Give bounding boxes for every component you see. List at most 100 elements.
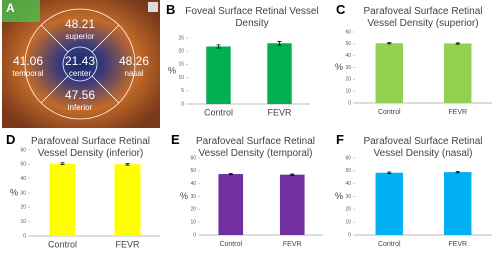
error-bar bbox=[387, 42, 392, 45]
chart: 0 10 20 30 40 50 60% Control FEVR bbox=[335, 155, 492, 248]
region-label: temporal bbox=[12, 69, 43, 78]
region-label: center bbox=[69, 69, 92, 78]
y-tick-label: 20 bbox=[178, 49, 184, 55]
error-bar bbox=[277, 41, 282, 46]
chart-panel: B Foveal Surface Retinal Vessel Density 0 5… bbox=[160, 0, 328, 130]
bar bbox=[218, 174, 244, 235]
y-tick-label: 0 bbox=[181, 101, 184, 107]
error-bar bbox=[216, 44, 221, 49]
bar bbox=[114, 164, 141, 236]
chart-panel: D Parafoveal Surface Retinal Vessel Densi… bbox=[0, 130, 165, 259]
y-tick-label: 40 bbox=[20, 176, 26, 182]
bar bbox=[444, 172, 472, 235]
y-tick-label: 20 bbox=[20, 205, 26, 211]
panel-letter: A bbox=[6, 1, 15, 15]
chart: 0 5 10 15 20 25% Control FEVR bbox=[168, 35, 310, 117]
panel-letter: D bbox=[6, 132, 16, 147]
y-tick-label: 50 bbox=[345, 41, 351, 47]
y-tick-label: 30 bbox=[345, 194, 351, 200]
y-tick-label: 50 bbox=[20, 162, 26, 168]
x-tick-label: FEVR bbox=[448, 241, 467, 248]
bar bbox=[279, 174, 305, 235]
y-tick-label: 10 bbox=[20, 219, 26, 225]
chart-panel: C Parafoveal Surface Retinal Vessel Densi… bbox=[330, 0, 500, 130]
x-tick-label: Control bbox=[378, 109, 401, 116]
y-tick-label: 40 bbox=[345, 53, 351, 59]
x-tick-label: Control bbox=[48, 239, 77, 249]
outer-ring bbox=[24, 8, 136, 120]
y-tick-label: 20 bbox=[345, 77, 351, 83]
x-tick-label: Control bbox=[378, 241, 401, 248]
y-tick-label: 30 bbox=[345, 65, 351, 71]
error-bar bbox=[290, 173, 295, 176]
x-tick-label: Control bbox=[219, 241, 242, 248]
region-label: nasal bbox=[124, 69, 143, 78]
region-label: inferior bbox=[68, 103, 93, 112]
chart-title: Foveal Surface Retinal Vessel Density bbox=[185, 6, 319, 29]
panel-letter: E bbox=[171, 132, 180, 147]
chart-panel: F Parafoveal Surface Retinal Vessel Densi… bbox=[330, 130, 500, 259]
y-tick-label: 30 bbox=[20, 190, 26, 196]
chart-title: Parafoveal Surface Retinal Vessel Densit… bbox=[363, 6, 483, 29]
reading-value: 21.43 bbox=[65, 54, 95, 68]
icon bbox=[148, 2, 158, 12]
y-tick-label: 50 bbox=[345, 168, 351, 174]
thumbnail bbox=[2, 0, 40, 22]
y-tick-label: 60 bbox=[345, 155, 351, 161]
y-tick-label: 40 bbox=[190, 181, 196, 187]
chart-panel: E Parafoveal Surface Retinal Vessel Densi… bbox=[165, 130, 330, 259]
chart: 0 10 20 30 40 50 60% Control FEVR bbox=[180, 155, 323, 248]
y-tick-label: 5 bbox=[181, 88, 184, 94]
y-axis-label: % bbox=[10, 187, 18, 197]
sector-line bbox=[40, 75, 69, 104]
error-bar bbox=[455, 42, 460, 45]
y-tick-label: 20 bbox=[190, 207, 196, 213]
y-tick-label: 25 bbox=[178, 35, 184, 41]
y-tick-label: 10 bbox=[345, 88, 351, 94]
bar bbox=[375, 172, 403, 235]
sector-line bbox=[91, 24, 120, 53]
y-axis-label: % bbox=[335, 191, 343, 201]
y-tick-label: 50 bbox=[190, 168, 196, 174]
panel-letter: B bbox=[166, 2, 176, 17]
y-axis-label: % bbox=[335, 62, 343, 72]
panel-letter: F bbox=[336, 132, 344, 147]
chart: 0 10 20 30 40 50 60% Control FEVR bbox=[335, 29, 492, 116]
x-tick-label: Control bbox=[204, 107, 233, 117]
y-tick-label: 0 bbox=[23, 233, 26, 239]
reading-value: 48.21 bbox=[65, 17, 95, 31]
reading-value: 48.26 bbox=[119, 54, 149, 68]
bar bbox=[49, 163, 76, 236]
y-tick-label: 40 bbox=[345, 181, 351, 187]
chart: 0 10 20 30 40 50 60% Control FEVR bbox=[10, 147, 160, 249]
y-tick-label: 20 bbox=[345, 207, 351, 213]
bar bbox=[375, 43, 403, 103]
y-tick-label: 0 bbox=[348, 232, 351, 238]
y-tick-label: 15 bbox=[178, 62, 184, 68]
error-bar bbox=[387, 171, 392, 174]
error-bar bbox=[228, 173, 233, 176]
reading-value: 47.56 bbox=[65, 88, 95, 102]
y-tick-label: 60 bbox=[345, 29, 351, 35]
region-label: superior bbox=[66, 32, 95, 41]
error-bar bbox=[125, 163, 130, 166]
sector-line bbox=[91, 75, 120, 104]
y-tick-label: 0 bbox=[193, 232, 196, 238]
chart-title: Parafoveal Surface Retinal Vessel Densit… bbox=[196, 136, 315, 159]
y-tick-label: 10 bbox=[345, 219, 351, 225]
bar bbox=[444, 43, 472, 103]
x-tick-label: FEVR bbox=[267, 107, 292, 117]
chart-title: Parafoveal Surface Retinal Vessel Densit… bbox=[31, 136, 150, 159]
bar bbox=[206, 46, 231, 104]
x-tick-label: FEVR bbox=[448, 109, 467, 116]
error-bar bbox=[60, 162, 65, 165]
y-tick-label: 30 bbox=[190, 194, 196, 200]
y-axis-label: % bbox=[168, 65, 176, 75]
y-axis-label: % bbox=[180, 191, 188, 201]
x-tick-label: FEVR bbox=[115, 239, 140, 249]
reading-value: 41.06 bbox=[13, 54, 43, 68]
x-tick-label: FEVR bbox=[283, 241, 302, 248]
inner-ring bbox=[62, 46, 98, 82]
